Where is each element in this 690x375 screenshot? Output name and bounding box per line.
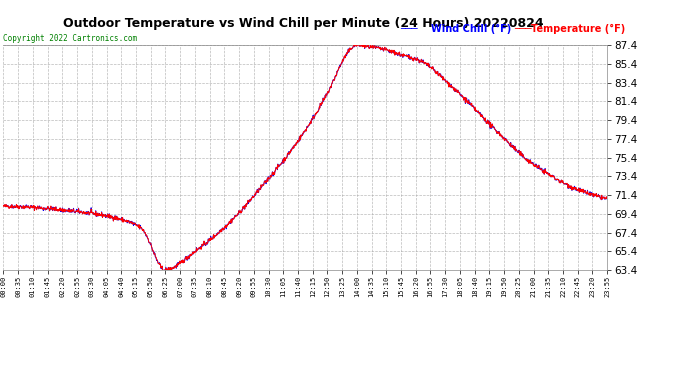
Text: ───: ─── [514,24,538,34]
Text: Temperature (°F): Temperature (°F) [531,24,626,34]
Text: ───: ─── [400,24,424,34]
Text: Outdoor Temperature vs Wind Chill per Minute (24 Hours) 20220824: Outdoor Temperature vs Wind Chill per Mi… [63,17,544,30]
Text: Copyright 2022 Cartronics.com: Copyright 2022 Cartronics.com [3,34,137,43]
Text: Wind Chill (°F): Wind Chill (°F) [431,24,511,34]
